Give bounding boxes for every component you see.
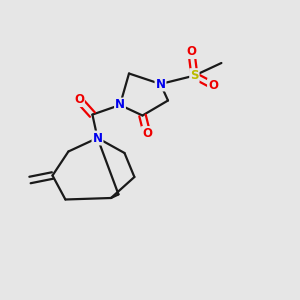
Text: O: O [186, 45, 197, 58]
Text: O: O [74, 93, 84, 106]
Text: N: N [92, 131, 103, 145]
Text: O: O [142, 127, 152, 140]
Text: S: S [190, 69, 199, 82]
Text: O: O [208, 79, 218, 92]
Text: N: N [155, 77, 166, 91]
Text: N: N [115, 98, 125, 112]
